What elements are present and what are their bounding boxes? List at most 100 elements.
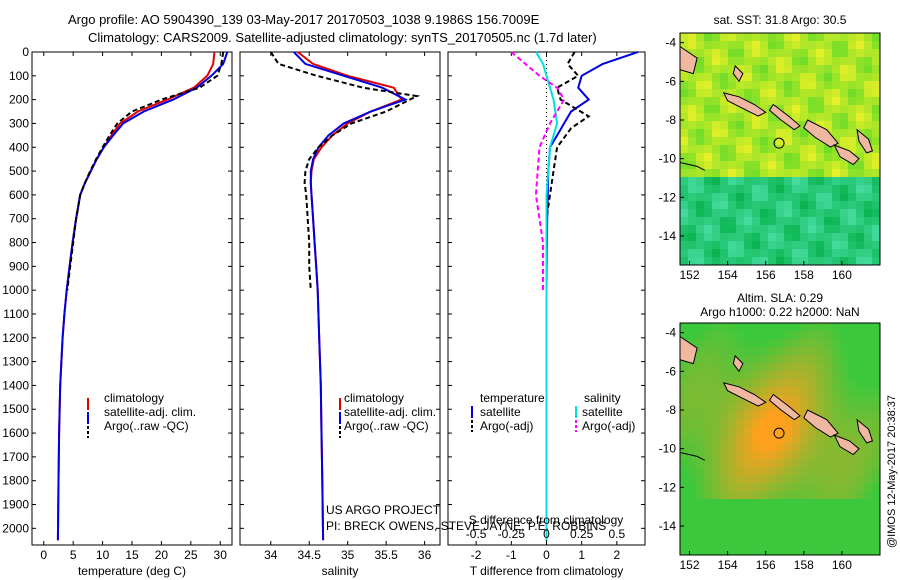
float-marker bbox=[773, 427, 785, 439]
sla-map-title1: Altim. SLA: 0.29 bbox=[737, 291, 823, 305]
field-cell bbox=[768, 371, 776, 379]
field-cell bbox=[744, 331, 752, 339]
field-cell bbox=[720, 49, 728, 57]
field-cell bbox=[800, 121, 808, 129]
field-cell bbox=[848, 515, 856, 523]
field-cell bbox=[704, 475, 712, 483]
field-cell bbox=[800, 339, 808, 347]
field-cell bbox=[760, 443, 768, 451]
field-cell bbox=[776, 249, 784, 257]
field-cell bbox=[824, 451, 832, 459]
field-cell bbox=[760, 89, 768, 97]
field-cell bbox=[856, 387, 864, 395]
field-cell bbox=[840, 539, 848, 547]
field-cell bbox=[824, 331, 832, 339]
field-cell bbox=[736, 435, 744, 443]
field-cell bbox=[736, 153, 744, 161]
field-cell bbox=[768, 435, 776, 443]
field-cell bbox=[816, 323, 824, 331]
field-cell bbox=[856, 73, 864, 81]
field-cell bbox=[848, 177, 856, 185]
field-cell bbox=[784, 89, 792, 97]
field-cell bbox=[800, 419, 808, 427]
field-cell bbox=[752, 225, 760, 233]
field-cell bbox=[816, 233, 824, 241]
field-cell bbox=[736, 105, 744, 113]
field-cell bbox=[768, 177, 776, 185]
field-cell bbox=[688, 371, 696, 379]
field-cell bbox=[776, 145, 784, 153]
field-cell bbox=[816, 355, 824, 363]
field-cell bbox=[776, 491, 784, 499]
field-cell bbox=[752, 121, 760, 129]
field-cell bbox=[824, 363, 832, 371]
field-cell bbox=[800, 507, 808, 515]
series-line bbox=[269, 51, 421, 291]
field-cell bbox=[752, 371, 760, 379]
field-cell bbox=[768, 217, 776, 225]
field-cell bbox=[816, 65, 824, 73]
field-cell bbox=[800, 467, 808, 475]
field-cell bbox=[776, 201, 784, 209]
field-cell bbox=[736, 499, 744, 507]
field-cell bbox=[808, 217, 816, 225]
field-cell bbox=[688, 41, 696, 49]
field-cell bbox=[752, 185, 760, 193]
field-cell bbox=[752, 73, 760, 81]
field-cell bbox=[736, 531, 744, 539]
field-cell bbox=[688, 507, 696, 515]
field-cell bbox=[856, 185, 864, 193]
field-cell bbox=[736, 217, 744, 225]
field-cell bbox=[856, 475, 864, 483]
field-cell bbox=[856, 467, 864, 475]
field-cell bbox=[816, 97, 824, 105]
field-cell bbox=[832, 483, 840, 491]
field-cell bbox=[752, 515, 760, 523]
field-cell bbox=[736, 483, 744, 491]
field-cell bbox=[712, 339, 720, 347]
field-cell bbox=[824, 241, 832, 249]
field-cell bbox=[776, 435, 784, 443]
field-cell bbox=[840, 201, 848, 209]
field-cell bbox=[824, 547, 832, 555]
field-cell bbox=[696, 379, 704, 387]
field-cell bbox=[824, 355, 832, 363]
field-cell bbox=[736, 395, 744, 403]
field-cell bbox=[800, 483, 808, 491]
field-cell bbox=[744, 411, 752, 419]
field-cell bbox=[776, 57, 784, 65]
field-cell bbox=[696, 443, 704, 451]
field-cell bbox=[800, 459, 808, 467]
field-cell bbox=[840, 467, 848, 475]
field-cell bbox=[736, 57, 744, 65]
field-cell bbox=[680, 411, 688, 419]
field-cell bbox=[688, 89, 696, 97]
field-cell bbox=[728, 379, 736, 387]
field-cell bbox=[728, 539, 736, 547]
field-cell bbox=[680, 515, 688, 523]
x-tick-label: 15 bbox=[125, 548, 139, 562]
field-cell bbox=[848, 257, 856, 265]
field-cell bbox=[840, 419, 848, 427]
field-cell bbox=[792, 347, 800, 355]
field-cell bbox=[800, 523, 808, 531]
field-cell bbox=[872, 49, 880, 57]
field-cell bbox=[784, 515, 792, 523]
field-cell bbox=[680, 241, 688, 249]
field-cell bbox=[800, 185, 808, 193]
series-line bbox=[510, 51, 566, 291]
field-cell bbox=[720, 467, 728, 475]
field-cell bbox=[720, 209, 728, 217]
credits-line1: US ARGO PROJECT bbox=[326, 503, 441, 517]
field-cell bbox=[840, 371, 848, 379]
field-cell bbox=[784, 249, 792, 257]
plot-frame bbox=[31, 51, 233, 546]
field-cell bbox=[832, 81, 840, 89]
field-cell bbox=[688, 475, 696, 483]
field-cell bbox=[872, 523, 880, 531]
field-cell bbox=[816, 459, 824, 467]
field-cell bbox=[856, 121, 864, 129]
map-x-tick-label: 156 bbox=[756, 558, 776, 572]
field-cell bbox=[736, 331, 744, 339]
field-cell bbox=[792, 467, 800, 475]
